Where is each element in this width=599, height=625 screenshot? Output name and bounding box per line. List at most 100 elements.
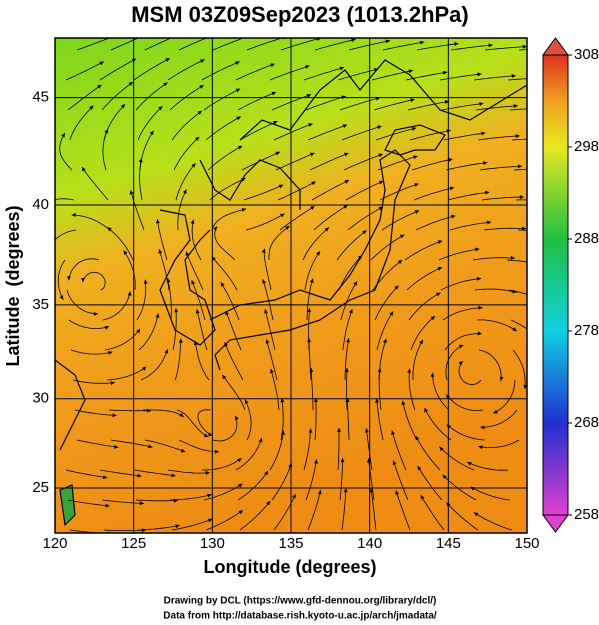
credit: Data from http://database.rish.kyoto-u.a… bbox=[163, 611, 437, 622]
streamline-arrow bbox=[521, 226, 526, 231]
streamline bbox=[314, 397, 317, 441]
streamline bbox=[76, 439, 119, 448]
streamline-arrow bbox=[436, 292, 441, 297]
streamline bbox=[309, 152, 349, 171]
streamline bbox=[478, 439, 520, 449]
streamline bbox=[273, 123, 313, 141]
streamline-arrow bbox=[99, 61, 104, 66]
streamline bbox=[70, 349, 113, 355]
streamline bbox=[446, 424, 486, 441]
streamline-arrow bbox=[275, 151, 280, 156]
colorbar-tick-label: 258 bbox=[574, 506, 599, 523]
streamline-arrow bbox=[309, 278, 314, 283]
streamline bbox=[171, 518, 213, 531]
streamline bbox=[450, 44, 493, 51]
streamline bbox=[405, 71, 448, 81]
streamline-arrow bbox=[481, 131, 486, 136]
colorbar bbox=[542, 54, 569, 516]
y-tick-label: 40 bbox=[32, 196, 49, 213]
streamline-arrow bbox=[104, 325, 110, 330]
streamline bbox=[82, 271, 106, 291]
streamline-arrow bbox=[430, 372, 435, 377]
streamline-arrow bbox=[81, 278, 86, 283]
streamline bbox=[370, 234, 405, 261]
streamline-arrow bbox=[357, 255, 363, 260]
streamline-arrow bbox=[346, 338, 350, 343]
streamline bbox=[493, 379, 516, 414]
streamline-arrow bbox=[351, 38, 356, 43]
streamline bbox=[376, 398, 384, 441]
streamline bbox=[239, 500, 271, 531]
streamline-arrow bbox=[241, 177, 246, 182]
streamline-arrow bbox=[224, 342, 228, 347]
streamline bbox=[220, 282, 240, 321]
coastlines bbox=[55, 59, 527, 527]
streamline-arrow bbox=[385, 39, 390, 44]
streamline-arrow bbox=[261, 248, 266, 254]
streamline bbox=[137, 525, 180, 531]
streamline bbox=[347, 397, 350, 441]
streamline-arrow bbox=[182, 189, 187, 194]
streamline bbox=[517, 229, 527, 231]
streamline bbox=[481, 196, 524, 201]
streamline-arrow bbox=[485, 190, 490, 195]
streamline-arrow bbox=[407, 368, 412, 373]
streamline bbox=[203, 88, 241, 111]
streamline bbox=[212, 38, 245, 51]
streamline-arrow bbox=[237, 483, 243, 488]
streamline-arrow bbox=[190, 219, 195, 225]
streamline bbox=[102, 128, 109, 171]
streamline-arrow bbox=[208, 432, 213, 437]
streamline-arrow bbox=[225, 310, 230, 316]
streamline-arrow bbox=[512, 327, 517, 332]
streamline bbox=[424, 407, 452, 441]
streamline bbox=[406, 266, 443, 291]
streamline bbox=[409, 129, 451, 141]
streamline bbox=[263, 248, 272, 291]
streamline-arrow bbox=[197, 110, 202, 115]
streamline-arrow bbox=[262, 279, 266, 284]
streamline-arrow bbox=[244, 399, 249, 405]
streamline-arrow bbox=[194, 136, 200, 141]
streamline-arrow bbox=[110, 381, 115, 386]
streamline-arrow bbox=[424, 407, 429, 413]
streamline bbox=[302, 227, 330, 261]
streamline bbox=[438, 248, 480, 261]
streamline-arrow bbox=[285, 225, 290, 230]
streamline-arrow bbox=[306, 93, 312, 98]
streamline-arrow bbox=[343, 152, 349, 157]
streamline-arrow bbox=[513, 104, 518, 108]
streamline-arrow bbox=[515, 134, 520, 139]
streamline bbox=[57, 259, 66, 300]
streamline bbox=[137, 105, 163, 141]
streamline-arrow bbox=[414, 210, 420, 214]
streamline bbox=[473, 512, 513, 531]
streamline-arrow bbox=[103, 475, 108, 480]
streamline-arrow bbox=[374, 398, 379, 403]
streamline bbox=[442, 307, 483, 321]
streamline bbox=[68, 319, 110, 329]
streamline bbox=[176, 409, 209, 438]
streamline bbox=[391, 430, 407, 471]
x-tick-label: 150 bbox=[514, 535, 539, 552]
streamline-arrow bbox=[120, 104, 126, 109]
streamline-arrow bbox=[324, 227, 329, 232]
streamline-arrow bbox=[308, 428, 313, 433]
streamline-arrow bbox=[207, 493, 212, 498]
streamline-arrow bbox=[164, 349, 169, 354]
streamline bbox=[201, 61, 240, 81]
streamline bbox=[472, 257, 515, 261]
streamline bbox=[339, 458, 343, 501]
streamline-arrow bbox=[394, 285, 399, 290]
streamline bbox=[244, 399, 252, 441]
streamline-arrow bbox=[158, 106, 163, 111]
streamline-arrow bbox=[264, 470, 268, 476]
streamline-arrow bbox=[415, 435, 420, 441]
streamline-arrow bbox=[389, 311, 394, 316]
streamline bbox=[110, 439, 153, 448]
streamline-arrow bbox=[207, 518, 213, 523]
streamline bbox=[484, 46, 527, 51]
streamline-arrow bbox=[449, 186, 455, 191]
streamline bbox=[313, 204, 348, 231]
streamline-arrow bbox=[105, 503, 110, 508]
